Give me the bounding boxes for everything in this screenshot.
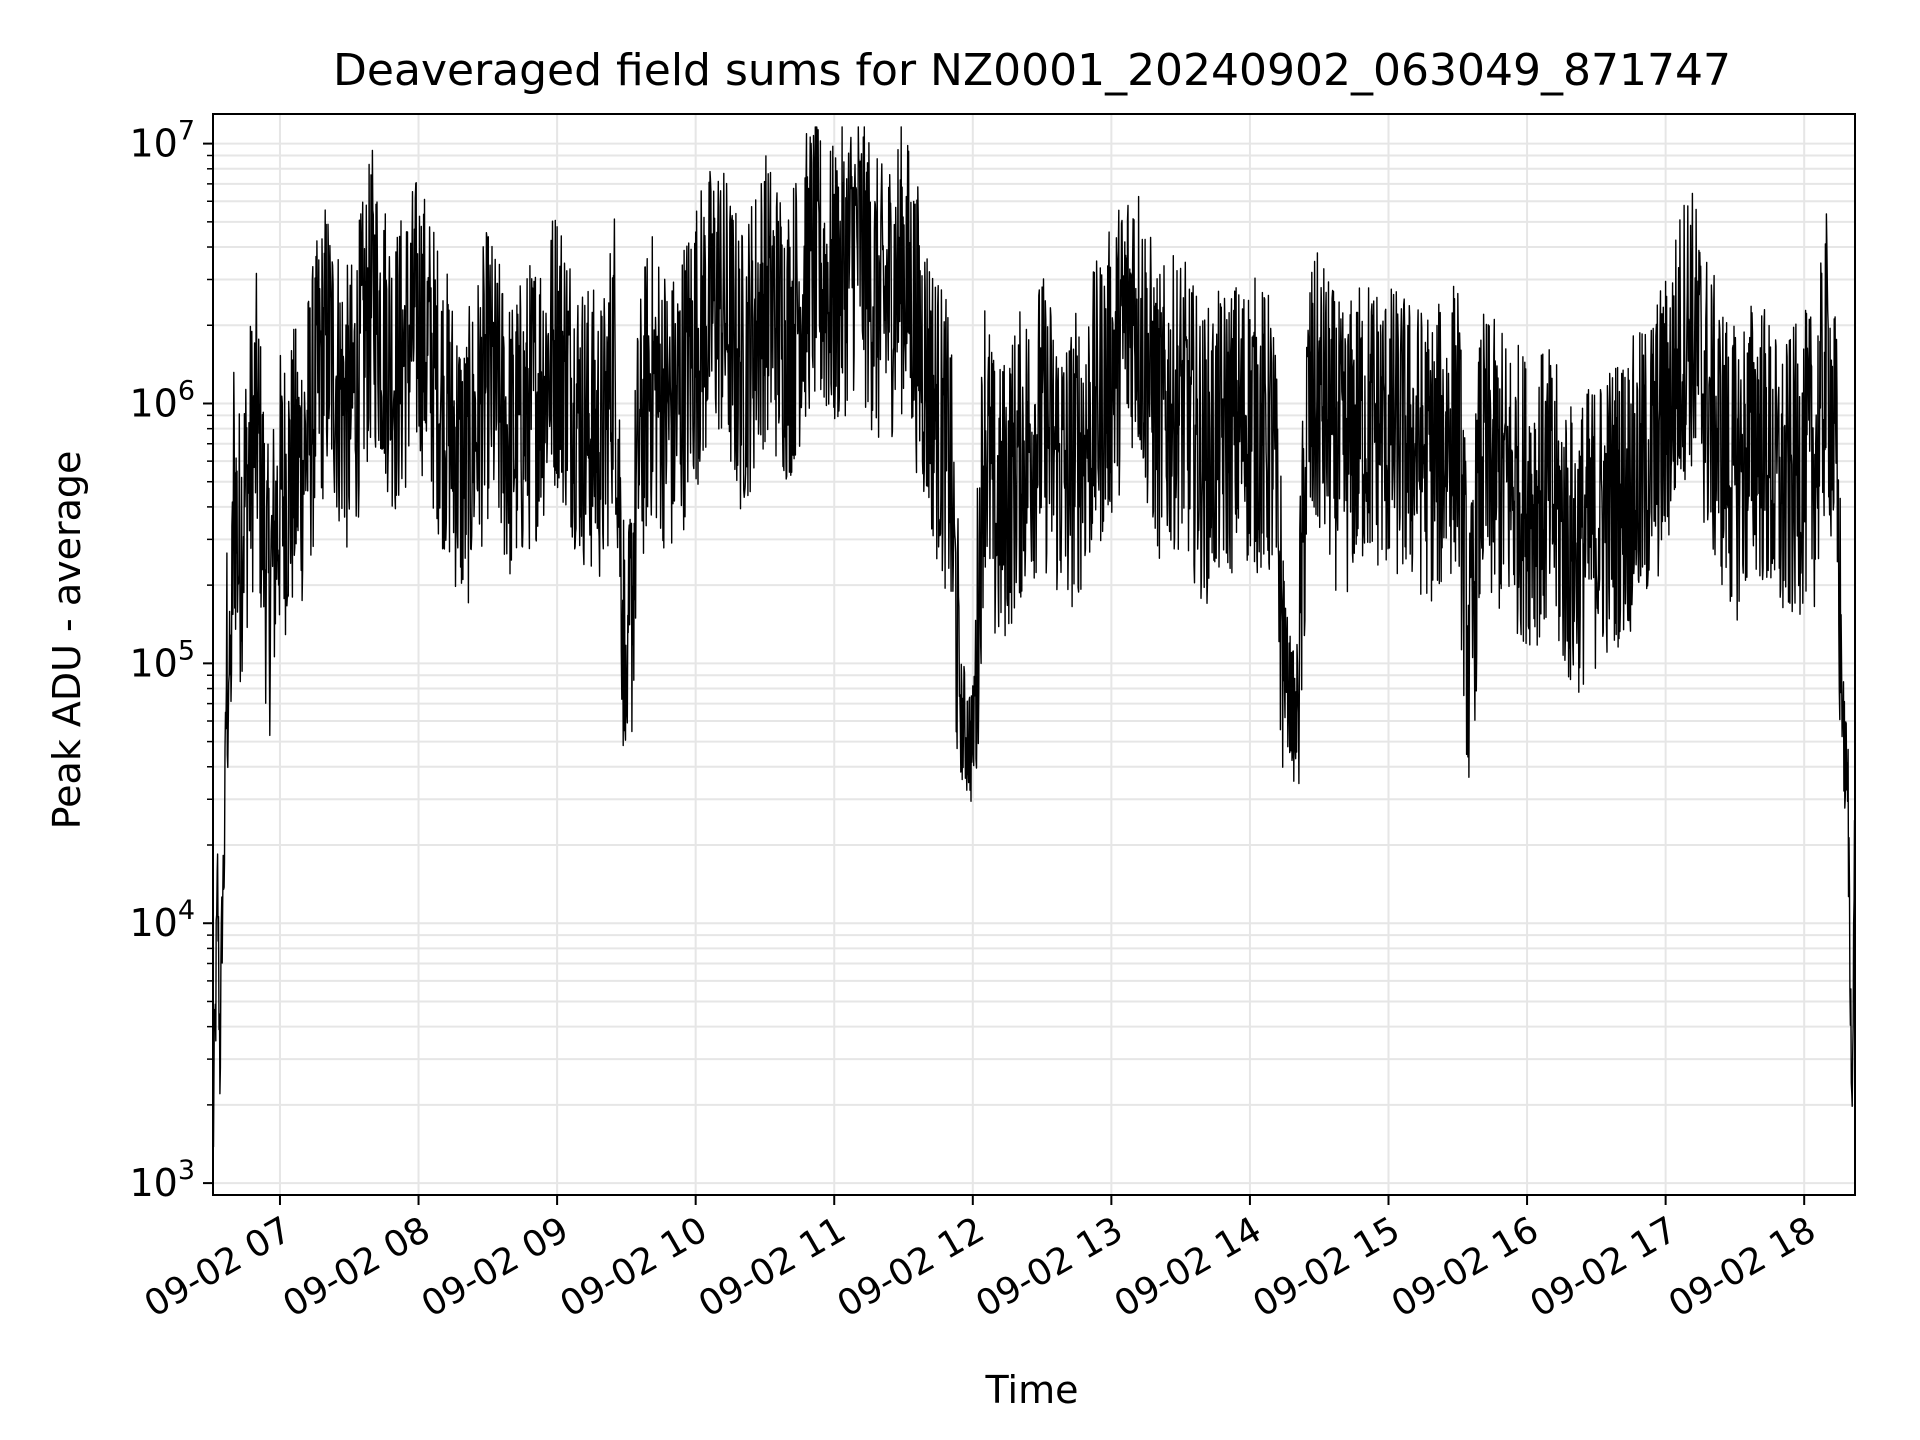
major-gridlines xyxy=(213,114,1855,1195)
y-tick-label: 107 xyxy=(129,116,195,166)
y-tick-label: 106 xyxy=(129,375,195,425)
chart-title: Deaveraged field sums for NZ0001_2024090… xyxy=(333,45,1731,96)
y-tick-label: 103 xyxy=(129,1155,195,1205)
y-axis: 103 104 105 106 107 xyxy=(129,116,213,1205)
series-line xyxy=(212,126,1856,1148)
x-axis-label: Time xyxy=(985,1368,1079,1412)
y-tick-label: 105 xyxy=(129,635,195,685)
y-axis-label: Peak ADU - average xyxy=(45,451,89,830)
series-layer xyxy=(212,126,1856,1148)
y-tick-label: 104 xyxy=(129,895,195,945)
plot-area-frame xyxy=(212,113,1856,1196)
